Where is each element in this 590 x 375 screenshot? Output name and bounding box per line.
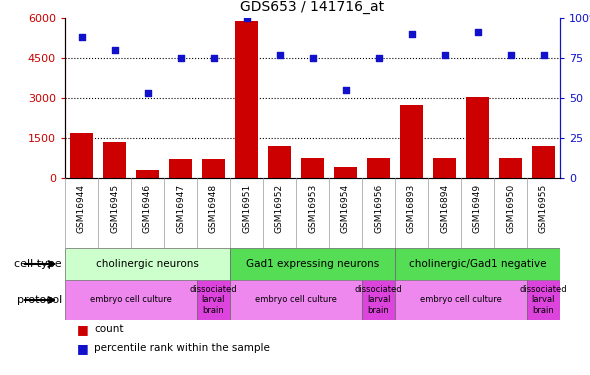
Bar <box>400 105 423 178</box>
Point <box>473 29 482 35</box>
Bar <box>527 280 560 320</box>
Text: GSM16952: GSM16952 <box>275 184 284 233</box>
Text: cholinergic neurons: cholinergic neurons <box>96 259 199 269</box>
Text: GSM16893: GSM16893 <box>407 184 416 233</box>
Text: embryo cell culture: embryo cell culture <box>420 296 502 304</box>
Point <box>506 52 515 58</box>
Text: GSM16948: GSM16948 <box>209 184 218 233</box>
Bar <box>202 159 225 178</box>
Text: ■: ■ <box>77 323 88 336</box>
Bar <box>70 133 93 178</box>
Text: GSM16945: GSM16945 <box>110 184 119 233</box>
Bar <box>65 280 197 320</box>
Bar <box>395 248 560 280</box>
Text: GSM16956: GSM16956 <box>374 184 383 233</box>
Point <box>341 87 350 93</box>
Point <box>77 34 86 40</box>
Bar <box>230 280 362 320</box>
Text: GSM16950: GSM16950 <box>506 184 515 233</box>
Bar <box>169 159 192 178</box>
Text: protocol: protocol <box>17 295 62 305</box>
Bar <box>136 170 159 178</box>
Text: embryo cell culture: embryo cell culture <box>255 296 337 304</box>
Text: dissociated
larval
brain: dissociated larval brain <box>355 285 402 315</box>
Text: dissociated
larval
brain: dissociated larval brain <box>520 285 568 315</box>
Bar <box>197 280 230 320</box>
Bar <box>65 248 230 280</box>
Point <box>143 90 152 96</box>
Text: GSM16944: GSM16944 <box>77 184 86 232</box>
Bar <box>235 21 258 178</box>
Text: GSM16951: GSM16951 <box>242 184 251 233</box>
Bar <box>334 167 357 178</box>
Text: percentile rank within the sample: percentile rank within the sample <box>94 343 270 353</box>
Point <box>176 55 185 61</box>
Point <box>209 55 218 61</box>
Bar <box>268 146 291 178</box>
Text: Gad1 expressing neurons: Gad1 expressing neurons <box>246 259 379 269</box>
Bar <box>230 248 395 280</box>
Text: cholinergic/Gad1 negative: cholinergic/Gad1 negative <box>409 259 546 269</box>
Point <box>242 15 251 21</box>
Text: cell type: cell type <box>14 259 62 269</box>
Text: embryo cell culture: embryo cell culture <box>90 296 172 304</box>
Point <box>275 52 284 58</box>
Bar <box>367 158 390 178</box>
Point <box>407 31 416 37</box>
Point <box>308 55 317 61</box>
Bar <box>362 280 395 320</box>
Text: ■: ■ <box>77 342 88 355</box>
Bar <box>395 280 527 320</box>
Point <box>440 52 449 58</box>
Text: GSM16949: GSM16949 <box>473 184 482 233</box>
Bar <box>466 97 489 178</box>
Text: count: count <box>94 324 124 334</box>
Text: GSM16894: GSM16894 <box>440 184 449 233</box>
Bar <box>433 158 456 178</box>
Bar <box>532 146 555 178</box>
Text: GSM16954: GSM16954 <box>341 184 350 233</box>
Text: GSM16947: GSM16947 <box>176 184 185 233</box>
Text: dissociated
larval
brain: dissociated larval brain <box>190 285 237 315</box>
Point <box>110 47 119 53</box>
Text: GSM16953: GSM16953 <box>308 184 317 233</box>
Text: GSM16955: GSM16955 <box>539 184 548 233</box>
Bar <box>103 142 126 178</box>
Title: GDS653 / 141716_at: GDS653 / 141716_at <box>241 0 385 14</box>
Point <box>374 55 384 61</box>
Point <box>539 52 548 58</box>
Bar <box>301 158 324 178</box>
Bar <box>499 158 522 178</box>
Text: GSM16946: GSM16946 <box>143 184 152 233</box>
